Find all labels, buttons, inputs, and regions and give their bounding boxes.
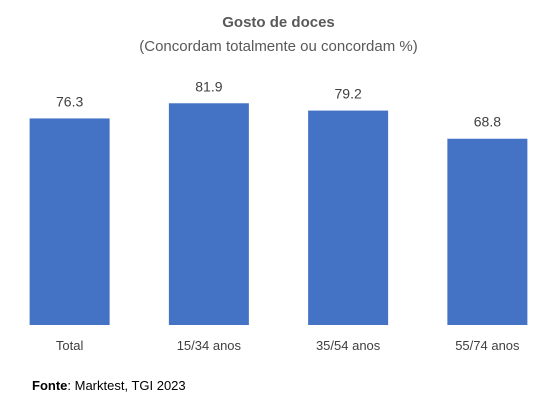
- data-label-2: 81.9: [195, 78, 222, 94]
- bar-1: [29, 118, 110, 326]
- bar-3: [308, 110, 389, 325]
- source-label: Fonte: [32, 378, 68, 393]
- data-label-1: 76.3: [56, 93, 83, 109]
- x-tick-label-1: Total: [56, 338, 84, 353]
- data-label-3: 79.2: [335, 86, 362, 102]
- chart-title: Gosto de doces: [222, 14, 335, 31]
- chart-subtitle: (Concordam totalmente ou concordam %): [139, 38, 418, 55]
- bar-4: [447, 138, 528, 325]
- source-text: : Marktest, TGI 2023: [67, 378, 186, 393]
- bar-2: [168, 103, 249, 326]
- x-tick-label-3: 35/54 anos: [316, 338, 381, 353]
- source-note: Fonte: Marktest, TGI 2023: [32, 378, 186, 393]
- x-tick-label-4: 55/74 anos: [455, 338, 520, 353]
- data-label-4: 68.8: [474, 114, 501, 130]
- x-tick-label-2: 15/34 anos: [177, 338, 242, 353]
